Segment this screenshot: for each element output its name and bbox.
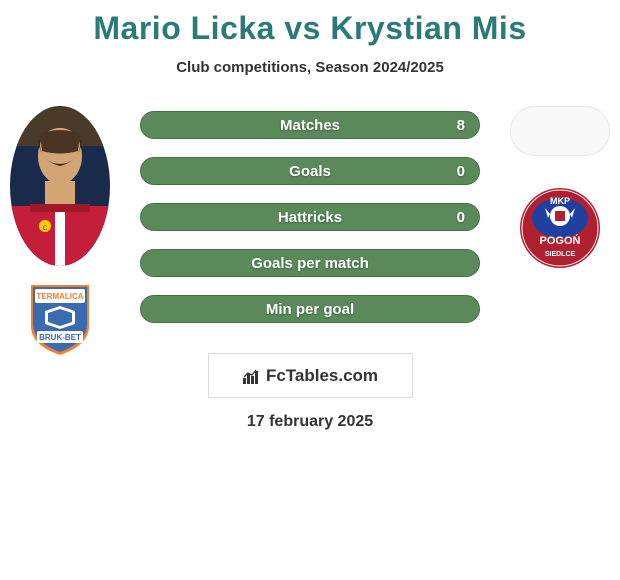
svg-text:C: C [43,226,48,232]
player-right-column: MKP POGOŃ SIEDLCE [510,106,610,271]
player-right-club-badge: MKP POGOŃ SIEDLCE [510,186,610,271]
bar-label: Goals [289,163,331,180]
bar-label: Matches [280,117,340,134]
footer-brand-text: FcTables.com [266,366,378,386]
svg-text:SIEDLCE: SIEDLCE [545,251,576,258]
player-right-avatar-blank [510,106,610,156]
player-left-avatar: C [10,106,110,266]
stat-bar-goals: Goals 0 [140,157,480,185]
svg-text:POGOŃ: POGOŃ [540,234,581,247]
stat-bar-hattricks: Hattricks 0 [140,203,480,231]
subtitle: Club competitions, Season 2024/2025 [0,59,620,76]
bar-label: Min per goal [266,301,354,318]
svg-text:MKP: MKP [550,196,570,206]
bar-value-right: 8 [457,117,465,134]
player-left-column: C TERMALICA BRUK-BET [10,106,110,361]
stat-bar-matches: Matches 8 [140,111,480,139]
stats-area: C TERMALICA BRUK-BET [0,106,620,323]
bar-value-right: 0 [457,209,465,226]
player-left-club-badge: TERMALICA BRUK-BET [10,276,110,361]
stat-bar-gpm: Goals per match [140,249,480,277]
bar-label: Goals per match [251,255,369,272]
bar-label: Hattricks [278,209,342,226]
bar-value-right: 0 [457,163,465,180]
svg-text:TERMALICA: TERMALICA [36,292,83,301]
chart-icon [242,367,260,385]
svg-text:BRUK-BET: BRUK-BET [39,333,81,342]
footer-date: 17 february 2025 [0,413,620,431]
comparison-container: Mario Licka vs Krystian Mis Club competi… [0,0,620,580]
footer-brand-badge: FcTables.com [208,353,413,398]
page-title: Mario Licka vs Krystian Mis [0,0,620,47]
stat-bar-mpg: Min per goal [140,295,480,323]
stat-bars: Matches 8 Goals 0 Hattricks 0 Goals per … [140,106,480,323]
